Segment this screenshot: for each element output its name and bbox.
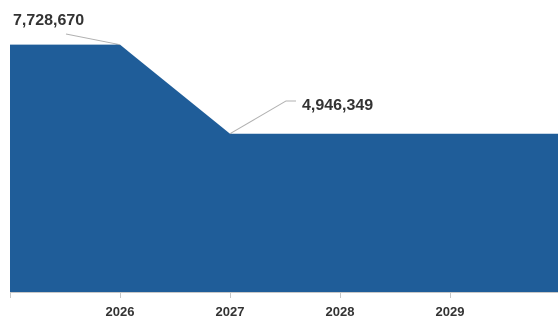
data-label: 4,946,349 xyxy=(302,97,373,114)
series-area xyxy=(10,44,558,293)
data-annotations: 7,728,670 4,946,349 xyxy=(13,12,373,135)
annotation-leader-line xyxy=(229,100,296,135)
x-tick-label: 2026 xyxy=(106,304,135,319)
x-axis-ticks: 2026 2027 2028 2029 xyxy=(10,292,465,319)
data-label: 7,728,670 xyxy=(13,12,84,29)
annotation-leader-line xyxy=(65,33,121,46)
x-tick-label: 2028 xyxy=(326,304,355,319)
x-tick-label: 2027 xyxy=(216,304,245,319)
x-tick-label: 2029 xyxy=(436,304,465,319)
